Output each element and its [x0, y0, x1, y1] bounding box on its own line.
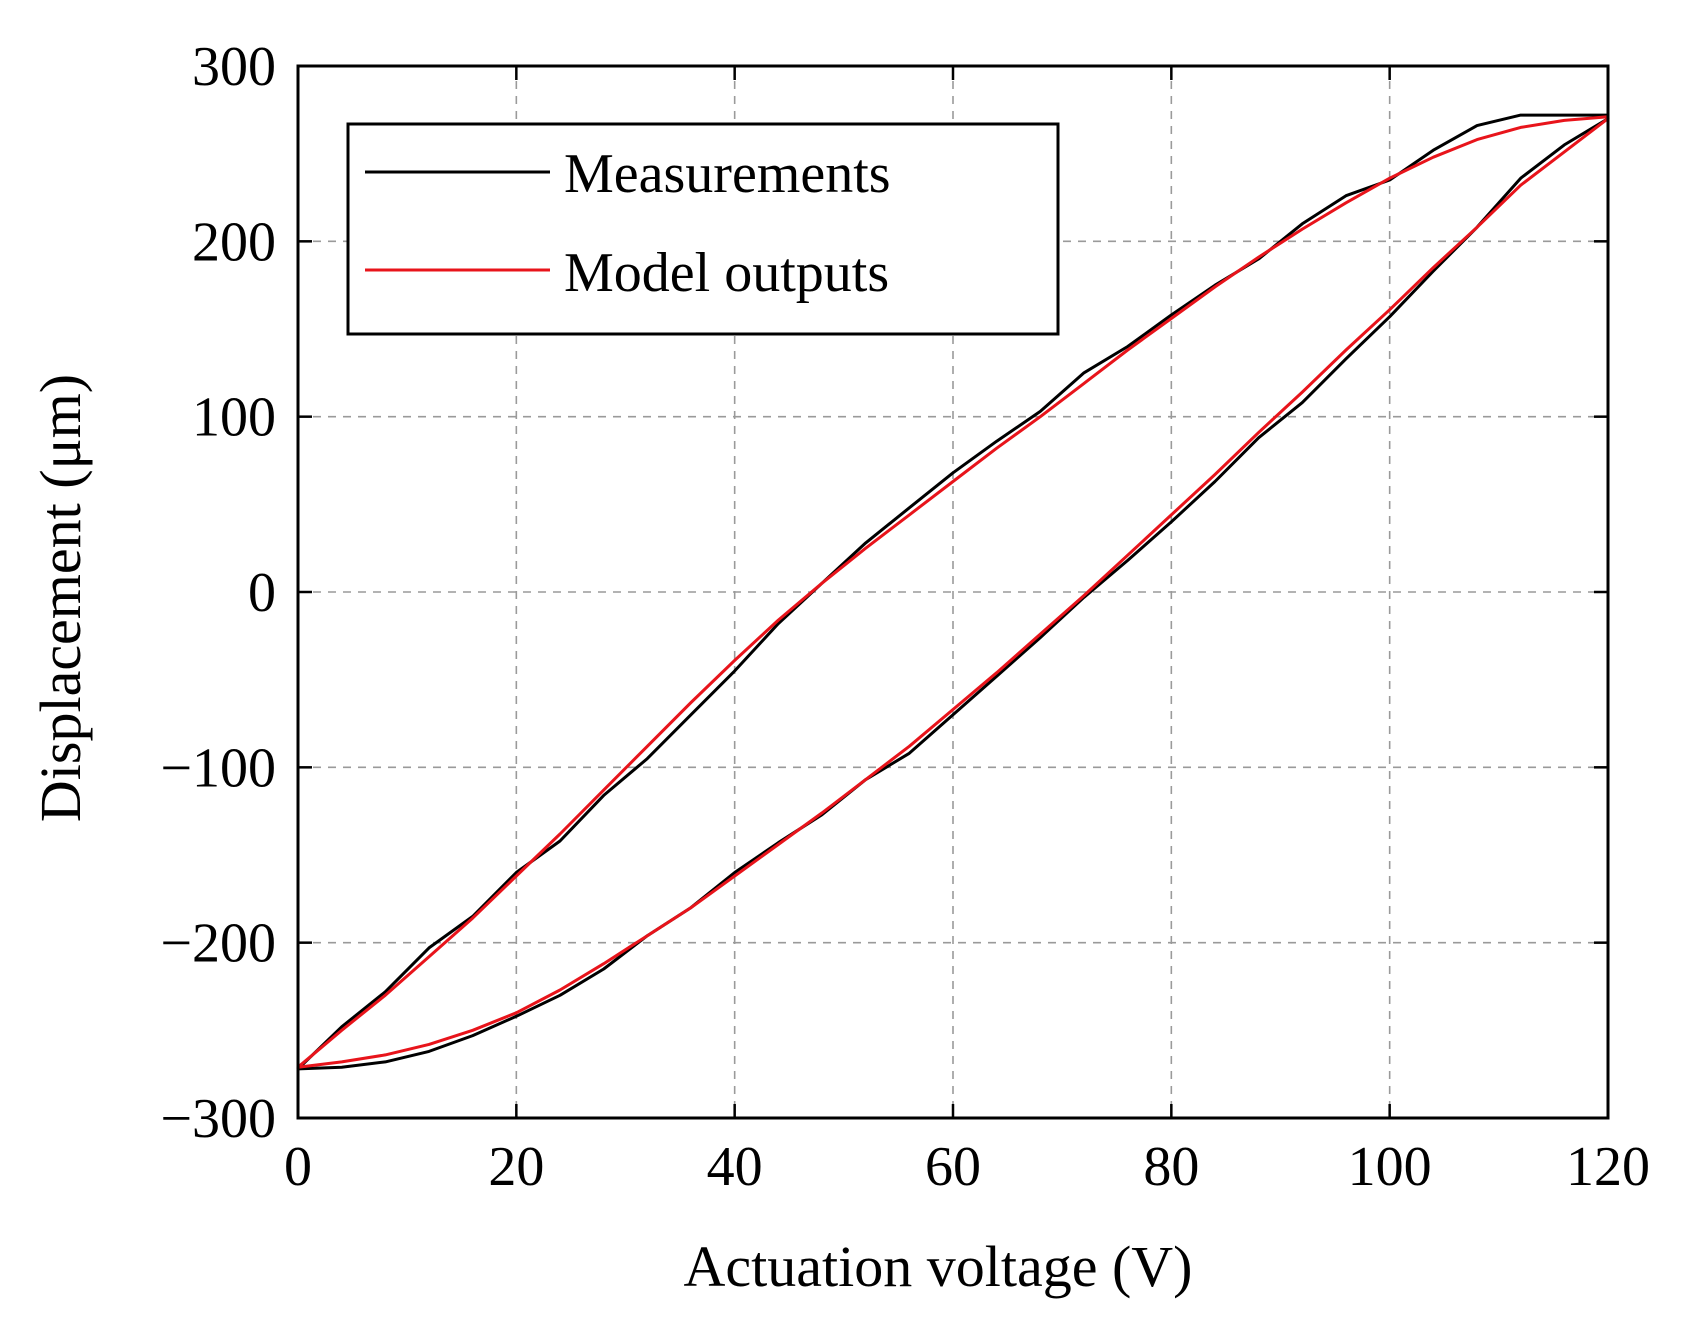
- axis-ticks: [296, 64, 1610, 1120]
- grid: [298, 66, 1608, 1118]
- y-axis-title: Displacement (μm): [28, 374, 93, 822]
- y-tick-label: 200: [192, 211, 276, 273]
- legend: Measurements Model outputs: [346, 122, 1060, 336]
- legend-box: [346, 122, 1060, 336]
- legend-label-model-outputs: Model outputs: [564, 242, 889, 304]
- series-model-outputs-descending: [296, 115, 1610, 1069]
- y-tick-label: −100: [160, 737, 276, 799]
- x-axis-title: Actuation voltage (V): [684, 1234, 1193, 1299]
- x-tick-label: 80: [1143, 1136, 1199, 1198]
- x-tick-label: 20: [488, 1136, 544, 1198]
- series-measurements-ascending: [296, 117, 1610, 1071]
- y-tick-label: 100: [192, 387, 276, 449]
- y-tick-label: 0: [248, 562, 276, 624]
- x-tick-label: 120: [1566, 1136, 1650, 1198]
- x-tick-label: 100: [1348, 1136, 1432, 1198]
- x-tick-label: 40: [707, 1136, 763, 1198]
- series-model-outputs-ascending: [296, 117, 1610, 1069]
- legend-label-measurements: Measurements: [564, 143, 891, 205]
- tick-labels: 0 20 40 60 80 100 120 −300 −200 −100 0 100 200 300: [160, 36, 1650, 1198]
- x-tick-label: 60: [925, 1136, 981, 1198]
- series-lines: [296, 113, 1610, 1071]
- y-tick-label: −200: [160, 913, 276, 975]
- x-tick-label: 0: [284, 1136, 312, 1198]
- y-tick-label: 300: [192, 36, 276, 98]
- y-tick-label: −300: [160, 1088, 276, 1150]
- series-measurements-descending: [296, 113, 1610, 1071]
